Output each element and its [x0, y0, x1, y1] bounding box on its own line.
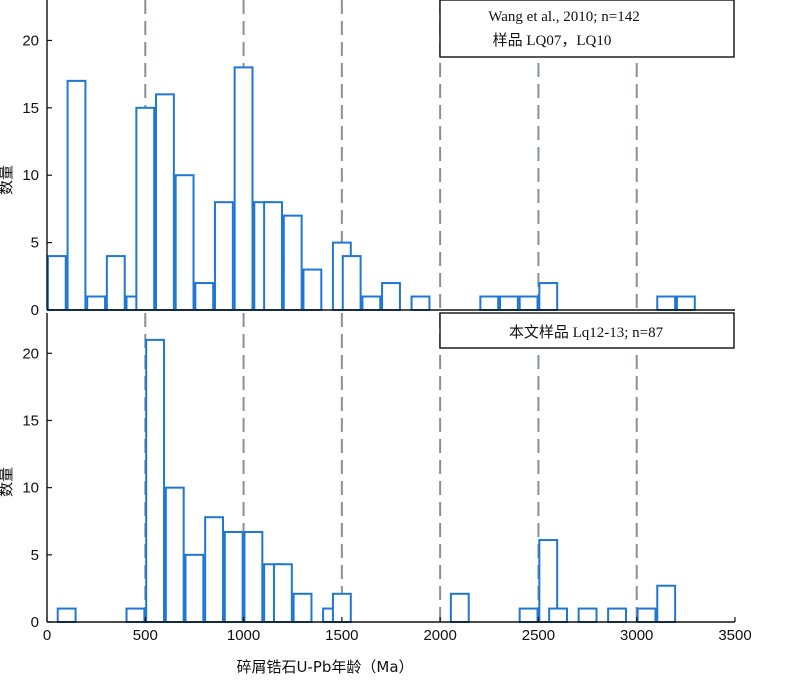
- y-tick-label-20: 20: [22, 32, 39, 49]
- bottom-legend-box: 本文样品 Lq12-13; n=87: [439, 312, 735, 349]
- bar-9: [272, 563, 293, 623]
- y-tick-label-10: 10: [22, 480, 39, 497]
- x-tick-label-1000: 1000: [227, 627, 260, 644]
- x-tick-label-1500: 1500: [325, 627, 358, 644]
- bar-14: [518, 607, 539, 624]
- bottom-legend-line-1: 本文样品 Lq12-13; n=87: [509, 324, 664, 341]
- y-tick-label-15: 15: [22, 100, 39, 117]
- bar-4: [184, 553, 205, 624]
- y-tick-label-10: 10: [22, 167, 39, 184]
- bar-7: [243, 530, 264, 623]
- bar-25: [675, 295, 696, 311]
- bar-10: [233, 66, 254, 311]
- bar-13: [449, 592, 470, 623]
- bar-19: [636, 607, 657, 624]
- bar-6: [223, 530, 244, 623]
- top-legend-box: Wang et al., 2010; n=142 样品 LQ07，LQ10: [439, 0, 735, 58]
- top-ylabel: 数量: [0, 165, 15, 195]
- bar-13: [282, 214, 303, 311]
- bar-16: [341, 255, 362, 311]
- bar-14: [302, 268, 323, 311]
- bar-5: [204, 516, 225, 623]
- top-legend-line-2: 样品 LQ07，LQ10: [493, 32, 612, 49]
- bar-3: [105, 255, 126, 311]
- top-legend-line-1: Wang et al., 2010; n=142: [488, 9, 639, 25]
- bottom-ylabel: 数量: [0, 467, 15, 497]
- bar-19: [410, 295, 431, 311]
- x-tick-label-3000: 3000: [620, 627, 653, 644]
- x-tick-label-2000: 2000: [423, 627, 456, 644]
- y-tick-label-5: 5: [31, 235, 39, 252]
- y-tick-label-0: 0: [31, 614, 39, 631]
- bar-2: [86, 295, 107, 311]
- bar-9: [213, 201, 234, 312]
- y-tick-label-15: 15: [22, 412, 39, 429]
- x-tick-label-0: 0: [43, 627, 51, 644]
- bar-21: [499, 295, 519, 311]
- bar-17: [361, 295, 382, 311]
- bar-2: [145, 338, 166, 623]
- x-tick-label-3500: 3500: [718, 627, 751, 644]
- bar-12: [263, 201, 283, 312]
- y-tick-label-0: 0: [31, 302, 39, 319]
- bar-7: [174, 174, 195, 311]
- x-tick-label-500: 500: [133, 627, 158, 644]
- bar-1: [66, 79, 87, 311]
- y-tick-label-20: 20: [22, 345, 39, 362]
- bar-8: [194, 282, 215, 312]
- y-tick-label-5: 5: [31, 547, 39, 564]
- bar-10: [292, 592, 313, 623]
- bar-0: [46, 255, 67, 311]
- bar-24: [656, 295, 677, 311]
- bar-18: [381, 282, 401, 312]
- bar-3: [164, 486, 185, 623]
- x-axis-label: 碎屑锆石U-Pb年龄（Ma）: [236, 658, 413, 676]
- bar-18: [607, 607, 627, 624]
- bar-6: [155, 93, 175, 311]
- bar-20: [656, 584, 677, 623]
- bar-16: [548, 607, 569, 624]
- bar-5: [135, 106, 156, 312]
- bar-1: [125, 607, 146, 624]
- bar-20: [479, 295, 500, 311]
- bar-22: [518, 295, 539, 311]
- bar-0: [56, 607, 77, 624]
- bar-17: [577, 607, 598, 624]
- panel-bottom: 0 5 10 15 20 0 500 1000 1500 2000 2500 3000 3500: [22, 313, 752, 644]
- bar-23: [538, 282, 559, 312]
- x-tick-label-2500: 2500: [522, 627, 555, 644]
